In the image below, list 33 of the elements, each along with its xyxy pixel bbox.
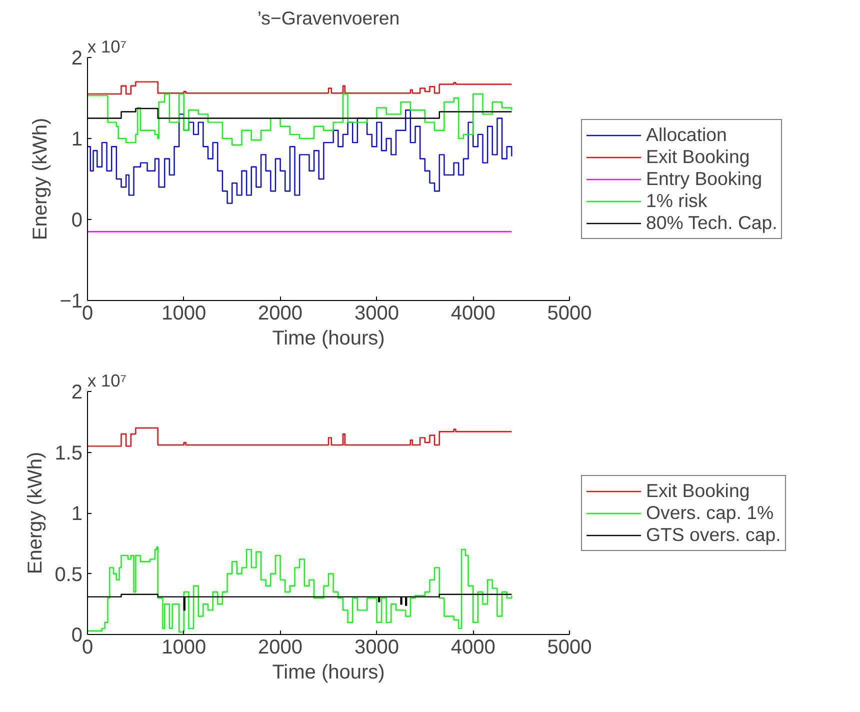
x-tick-label: 1000 (162, 302, 206, 324)
y-axis-title: Energy (kWh) (30, 118, 52, 240)
x-tick-label: 3000 (354, 636, 399, 658)
x-tick-label: 5000 (547, 636, 592, 658)
x-tick-label: 3000 (354, 302, 399, 324)
y-tick-label: 0.5 (54, 564, 83, 586)
y-tick-label: 0 (71, 210, 82, 232)
y-tick-label: 1 (71, 128, 82, 150)
legend-label: Exit Booking (646, 480, 750, 502)
x-tick-label: 4000 (450, 302, 496, 324)
legend-label: GTS overs. cap. (646, 524, 781, 546)
x-axis-title: Time (hours) (272, 662, 385, 684)
x-axis-title: Time (hours) (272, 328, 385, 350)
legend-label: 1% risk (646, 190, 708, 212)
y-tick-label: 1.5 (54, 442, 83, 464)
legend-label: Entry Booking (646, 168, 762, 190)
text: x 10⁷ (88, 370, 127, 390)
x-tick-label: 5000 (547, 302, 592, 324)
x-tick-label: 2000 (258, 636, 303, 658)
x-tick-label: 1000 (162, 636, 206, 658)
legend-label: 80% Tech. Cap. (646, 212, 778, 234)
y-tick-label: 2 (71, 48, 82, 70)
legend-label: Overs. cap. 1% (646, 502, 774, 524)
x-tick-label: 2000 (258, 302, 303, 324)
chart-title: ’s−Gravenvoeren (257, 8, 400, 28)
y-tick-label: 2 (71, 382, 82, 404)
x-tick-label: 4000 (450, 636, 496, 658)
y-tick-label: 1 (71, 503, 82, 525)
y-axis-title: Energy (kWh) (24, 452, 47, 574)
y-tick-label: −1 (60, 290, 83, 312)
legend-label: Allocation (646, 124, 727, 146)
legend-label: Exit Booking (646, 146, 750, 168)
text: x 10⁷ (88, 36, 127, 56)
